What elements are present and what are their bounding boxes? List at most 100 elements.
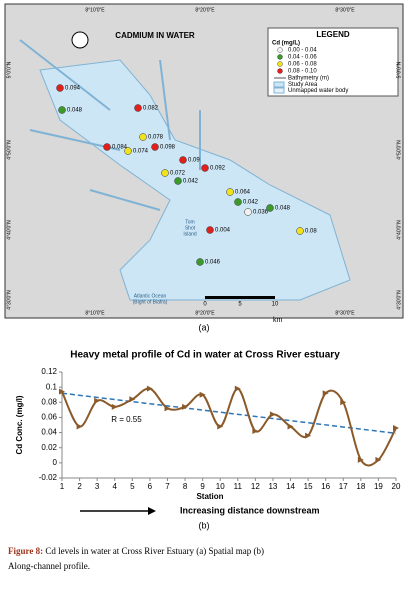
x-tick-label: 18: [356, 482, 365, 491]
map-title: CADMIUM IN WATER: [115, 31, 195, 40]
x-tick-label: 8: [183, 482, 188, 491]
station-label: 0.072: [170, 171, 186, 177]
station: [103, 143, 111, 151]
data-point: [182, 403, 189, 410]
station-label: 0.094: [65, 86, 81, 92]
latitude-label: 4°40'0"N: [6, 220, 12, 240]
scale-bar: [205, 296, 275, 299]
station-label: 0.078: [148, 135, 164, 141]
x-tick-label: 6: [148, 482, 153, 491]
station: [201, 164, 209, 172]
y-tick-label: -0.02: [39, 473, 58, 482]
station: [124, 147, 132, 155]
station: [226, 188, 234, 196]
arrow-head: [148, 507, 156, 515]
data-point: [94, 397, 101, 404]
legend-label: 0.00 - 0.04: [288, 48, 317, 54]
data-point: [305, 432, 312, 439]
data-point: [199, 391, 206, 398]
longitude-label: 8°10'0"E: [85, 310, 105, 316]
island-label: Tom: [185, 219, 194, 225]
legend-swatch: [273, 81, 285, 88]
station-label: 0.042: [243, 200, 259, 206]
x-tick-label: 1: [60, 482, 65, 491]
latitude-label: 4°30'0"N: [396, 290, 402, 310]
station-label: 0.042: [183, 179, 199, 185]
x-tick-label: 17: [339, 482, 348, 491]
x-tick-label: 11: [234, 482, 243, 491]
legend-label: Bathymetry (m): [288, 76, 329, 82]
station-label: 0.064: [235, 190, 251, 196]
legend-label: 0.04 - 0.06: [288, 55, 317, 61]
legend-unit: Cd (mg/L): [272, 41, 300, 47]
station: [206, 226, 214, 234]
station-label: 0.046: [205, 260, 221, 266]
data-point: [146, 385, 153, 392]
latitude-label: 5°0'0"N: [6, 61, 12, 78]
legend-swatch: [277, 54, 283, 60]
x-tick-label: 5: [130, 482, 135, 491]
ocean-label: Atlantic Ocean: [134, 293, 167, 299]
scale-unit: km: [273, 317, 283, 324]
data-line: [61, 387, 397, 467]
station: [244, 208, 252, 216]
station-label: 0.048: [275, 206, 291, 212]
station: [296, 227, 304, 235]
latitude-label: 4°50'0"N: [396, 140, 402, 160]
data-point: [322, 390, 329, 397]
station: [151, 143, 159, 151]
station-label: 0.098: [160, 145, 176, 151]
legend-swatch: [273, 87, 285, 94]
legend-label: Unmapped water body: [288, 88, 348, 94]
y-tick-label: 0.1: [46, 382, 58, 391]
station-label: 0.082: [143, 106, 159, 112]
legend-label: Study Area: [288, 82, 318, 88]
panel-label: (b): [199, 520, 210, 530]
data-point: [375, 456, 382, 463]
station: [56, 84, 64, 92]
x-tick-label: 7: [165, 482, 170, 491]
x-tick-label: 13: [268, 482, 277, 491]
station-label: 0.084: [112, 145, 128, 151]
creeks: [19, 39, 201, 211]
island-label: Island: [183, 231, 197, 237]
data-point: [76, 423, 83, 430]
x-tick-label: 9: [200, 482, 205, 491]
x-tick-label: 15: [304, 482, 313, 491]
data-point: [217, 423, 224, 430]
y-tick-label: 0.04: [41, 428, 57, 437]
legend-label: 0.06 - 0.08: [288, 62, 317, 68]
legend-swatch: [277, 47, 283, 53]
x-tick-label: 10: [216, 482, 225, 491]
station-label: 0.09: [188, 158, 200, 164]
legend-title: LEGEND: [316, 30, 350, 39]
x-tick-label: 14: [286, 482, 295, 491]
longitude-label: 8°30'0"E: [335, 310, 355, 316]
x-tick-label: 12: [251, 482, 260, 491]
station: [134, 104, 142, 112]
data-point: [269, 411, 276, 418]
station: [234, 198, 242, 206]
data-point: [129, 396, 136, 403]
scale-label: 5: [238, 302, 242, 308]
y-tick-label: 0.02: [41, 443, 57, 452]
data-point: [59, 388, 65, 395]
x-tick-label: 16: [321, 482, 330, 491]
y-tick-label: 0.06: [41, 413, 57, 422]
station-label: 0.036: [253, 210, 269, 216]
data-point: [393, 425, 399, 432]
island-label: Shot: [185, 225, 196, 231]
data-point: [234, 385, 241, 392]
station-label: 0.048: [67, 108, 83, 114]
y-tick-label: 0: [53, 458, 58, 467]
station-label: 0.08: [305, 229, 317, 235]
caption-text: Cd levels in water at Cross River Estuar…: [43, 546, 264, 556]
caption: Figure 8: Cd levels in water at Cross Ri…: [8, 546, 264, 556]
station-label: 0.092: [210, 166, 226, 172]
north-arrow: [71, 31, 89, 49]
scale-label: 0: [203, 302, 207, 308]
ocean-label: (Bight of Biafra): [133, 299, 168, 305]
caption-label: Figure 8:: [8, 546, 43, 556]
chart-title: Heavy metal profile of Cd in water at Cr…: [70, 350, 340, 361]
